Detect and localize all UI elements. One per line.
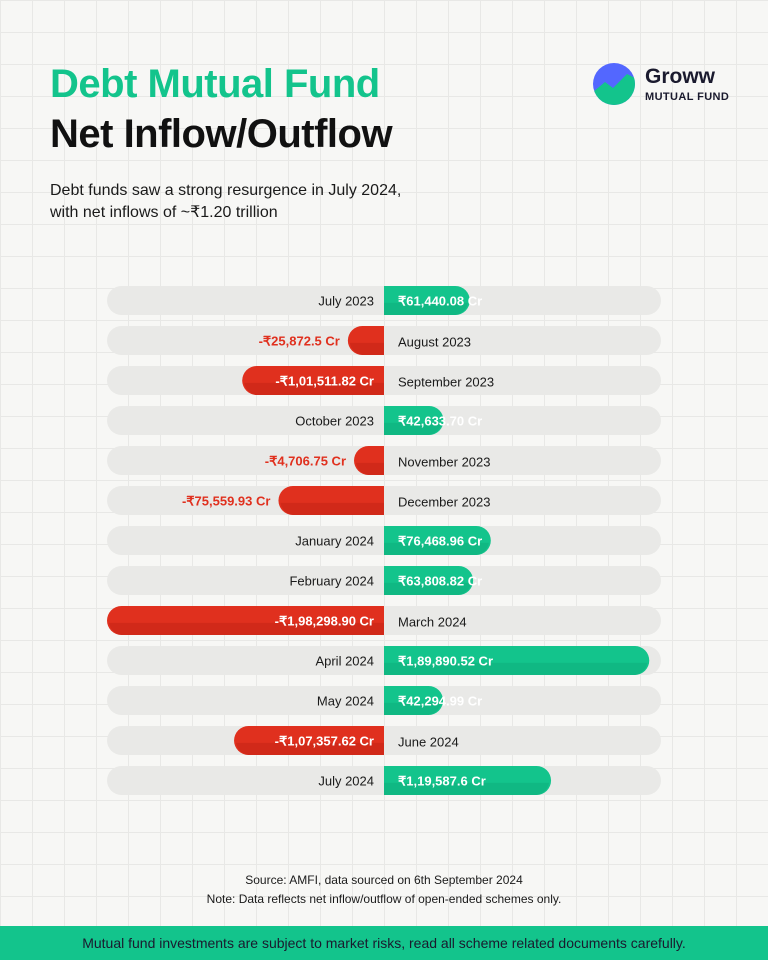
disclaimer-text: Mutual fund investments are subject to m… [82, 935, 686, 951]
value-label: ₹63,808.82 Cr [398, 574, 482, 589]
disclaimer-bar: Mutual fund investments are subject to m… [0, 926, 768, 960]
value-label: -₹1,07,357.62 Cr [275, 734, 374, 749]
subtitle-line-2: with net inflows of ~₹1.20 trillion [50, 204, 278, 221]
value-label: ₹76,468.96 Cr [398, 534, 482, 549]
value-label: -₹25,872.5 Cr [259, 334, 340, 349]
note-text: Note: Data reflects net inflow/outflow o… [206, 892, 562, 906]
category-label: March 2024 [398, 615, 467, 630]
value-label: ₹42,633.70 Cr [398, 414, 482, 429]
bar-positive-shade [384, 542, 489, 555]
bar-negative-shade [236, 742, 384, 755]
bar-positive-shade [384, 702, 442, 715]
category-label: February 2024 [289, 574, 374, 589]
bar-positive-shade [384, 422, 442, 435]
bar-positive-shade [384, 662, 648, 675]
subtitle-line-1: Debt funds saw a strong resurgence in Ju… [50, 182, 402, 199]
value-label: -₹1,98,298.90 Cr [275, 614, 374, 629]
logo-subtitle: MUTUAL FUND [645, 90, 730, 103]
bar-negative-shade [349, 342, 384, 355]
category-label: September 2023 [398, 375, 494, 390]
logo-name: Groww [645, 64, 716, 88]
value-label: ₹61,440.08 Cr [398, 294, 482, 309]
source-text: Source: AMFI, data sourced on 6th Septem… [245, 873, 523, 887]
category-label: April 2024 [315, 654, 374, 669]
category-label: October 2023 [295, 414, 374, 429]
subtitle: Debt funds saw a strong resurgence in Ju… [50, 180, 470, 224]
category-label: June 2024 [398, 735, 459, 750]
category-label: December 2023 [398, 495, 491, 510]
category-label: July 2023 [318, 294, 374, 309]
bar-negative-shade [356, 462, 384, 475]
title-line-2: Net Inflow/Outflow [50, 112, 393, 156]
bar-positive-shade [384, 782, 550, 795]
category-label: January 2024 [295, 534, 374, 549]
bar-negative-shade [280, 502, 384, 515]
value-label: -₹1,01,511.82 Cr [275, 374, 374, 389]
category-label: May 2024 [317, 694, 374, 709]
category-label: August 2023 [398, 335, 471, 350]
bar-positive-shade [384, 302, 468, 315]
value-label: -₹75,559.93 Cr [182, 494, 271, 509]
category-label: July 2024 [318, 774, 374, 789]
value-label: ₹1,19,587.6 Cr [398, 774, 486, 789]
bar-positive-shade [384, 582, 472, 595]
groww-logo: Groww MUTUAL FUND [593, 63, 729, 105]
bar-negative-shade [244, 382, 384, 395]
category-label: November 2023 [398, 455, 491, 470]
bar-negative-shade [109, 622, 384, 635]
groww-logo-icon [593, 63, 635, 105]
value-label: ₹1,89,890.52 Cr [398, 654, 493, 669]
value-label: -₹4,706.75 Cr [265, 454, 346, 469]
title-line-1: Debt Mutual Fund [50, 62, 380, 106]
value-label: ₹42,294.99 Cr [398, 694, 482, 709]
